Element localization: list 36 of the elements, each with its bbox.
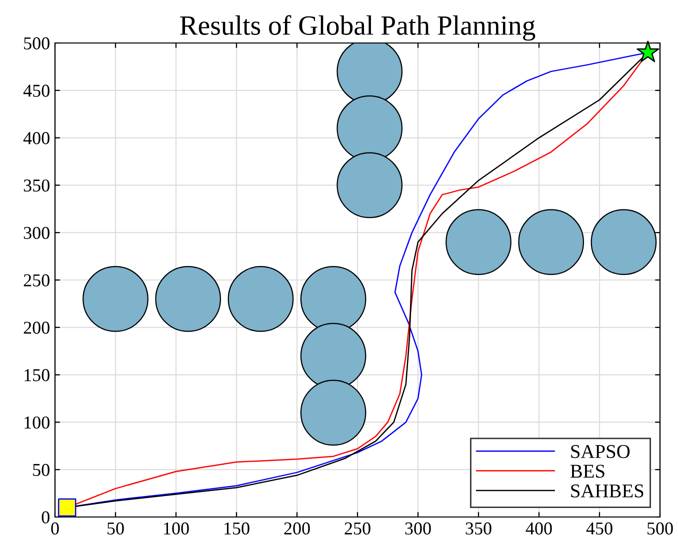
legend-label: SAHBES bbox=[571, 484, 644, 498]
y-tick-label: 150 bbox=[24, 369, 50, 382]
x-tick-label: 250 bbox=[344, 522, 370, 535]
point bbox=[228, 266, 294, 332]
x-tick-label: 150 bbox=[224, 522, 250, 535]
point bbox=[300, 380, 366, 446]
x-tick-label: 300 bbox=[405, 522, 431, 535]
point bbox=[446, 209, 512, 276]
x-tick-label: 0 bbox=[51, 522, 59, 535]
x-tick-label: 400 bbox=[526, 522, 552, 535]
x-tick-label: 50 bbox=[108, 522, 124, 535]
point bbox=[155, 266, 222, 332]
y-tick-label: 250 bbox=[24, 274, 50, 286]
x-tick-label: 200 bbox=[284, 522, 310, 535]
y-tick-label: 300 bbox=[24, 226, 50, 240]
point bbox=[58, 498, 76, 517]
point bbox=[636, 40, 660, 62]
y-tick-label: 500 bbox=[24, 37, 50, 50]
chart-title: Results of Global Path Planning bbox=[180, 15, 536, 41]
y-tick-label: 200 bbox=[24, 322, 50, 334]
point bbox=[336, 152, 403, 218]
point bbox=[82, 266, 148, 332]
x-tick-label: 350 bbox=[466, 522, 492, 535]
y-tick-label: 450 bbox=[23, 84, 50, 97]
y-tick-label: 100 bbox=[24, 416, 50, 429]
x-tick-label: 500 bbox=[648, 522, 673, 535]
legend-label: SAPSO bbox=[571, 445, 630, 458]
point bbox=[518, 209, 584, 276]
y-tick-label: 350 bbox=[24, 179, 50, 192]
legend-label: BES bbox=[570, 464, 604, 478]
point bbox=[590, 209, 657, 276]
y-tick-label: 0 bbox=[42, 511, 50, 524]
y-tick-label: 400 bbox=[23, 132, 50, 144]
x-tick-label: 450 bbox=[586, 522, 612, 535]
y-tick-label: 50 bbox=[33, 464, 50, 476]
x-tick-label: 100 bbox=[164, 522, 189, 535]
